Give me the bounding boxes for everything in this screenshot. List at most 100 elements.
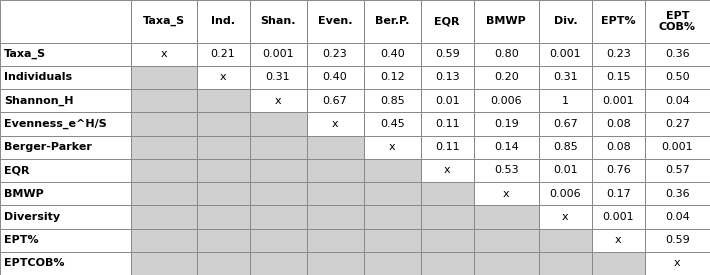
Text: 0.14: 0.14 (494, 142, 518, 152)
Bar (307, 89, 364, 112)
Bar (131, 43, 197, 66)
Text: 0.11: 0.11 (435, 119, 459, 129)
Bar (420, 182, 474, 205)
Bar (0, 205, 131, 229)
Bar (539, 159, 592, 182)
Text: x: x (160, 49, 168, 59)
Bar (307, 229, 364, 252)
Bar (645, 89, 710, 112)
Bar (645, 136, 710, 159)
Bar (420, 89, 474, 112)
Bar (592, 112, 645, 136)
Text: x: x (503, 189, 510, 199)
Text: 0.40: 0.40 (323, 73, 347, 82)
Bar (645, 0, 710, 43)
Text: 0.67: 0.67 (323, 96, 347, 106)
Bar (645, 229, 710, 252)
Text: EPT
COB%: EPT COB% (659, 10, 696, 32)
Text: 0.31: 0.31 (553, 73, 578, 82)
Text: 0.27: 0.27 (665, 119, 690, 129)
Bar (474, 89, 539, 112)
Bar (645, 43, 710, 66)
Bar (539, 252, 592, 275)
Text: x: x (389, 142, 395, 152)
Bar (197, 136, 249, 159)
Text: 0.36: 0.36 (665, 49, 689, 59)
Bar (420, 205, 474, 229)
Bar (307, 159, 364, 182)
Text: EPT%: EPT% (4, 235, 39, 245)
Bar (420, 159, 474, 182)
Text: 0.40: 0.40 (380, 49, 405, 59)
Bar (474, 252, 539, 275)
Bar (420, 252, 474, 275)
Bar (131, 159, 197, 182)
Text: 0.001: 0.001 (550, 49, 581, 59)
Bar (474, 112, 539, 136)
Text: 0.21: 0.21 (211, 49, 236, 59)
Bar (197, 43, 249, 66)
Bar (539, 229, 592, 252)
Bar (307, 136, 364, 159)
Bar (592, 43, 645, 66)
Bar (249, 182, 307, 205)
Text: Berger-Parker: Berger-Parker (4, 142, 92, 152)
Text: 0.006: 0.006 (550, 189, 581, 199)
Text: Evenness_e^H/S: Evenness_e^H/S (4, 119, 107, 129)
Text: Individuals: Individuals (4, 73, 72, 82)
Bar (539, 89, 592, 112)
Bar (645, 182, 710, 205)
Bar (539, 43, 592, 66)
Bar (592, 252, 645, 275)
Bar (474, 229, 539, 252)
Text: 0.13: 0.13 (435, 73, 459, 82)
Bar (474, 66, 539, 89)
Text: Even.: Even. (318, 16, 352, 26)
Bar (592, 0, 645, 43)
Text: 0.36: 0.36 (665, 189, 689, 199)
Text: 0.23: 0.23 (606, 49, 630, 59)
Bar (131, 112, 197, 136)
Bar (307, 112, 364, 136)
Bar (0, 66, 131, 89)
Bar (0, 43, 131, 66)
Text: x: x (674, 258, 681, 268)
Bar (592, 182, 645, 205)
Text: x: x (615, 235, 622, 245)
Bar (0, 229, 131, 252)
Bar (197, 89, 249, 112)
Bar (249, 159, 307, 182)
Bar (249, 89, 307, 112)
Text: EPTCOB%: EPTCOB% (4, 258, 65, 268)
Text: 0.85: 0.85 (380, 96, 405, 106)
Bar (249, 66, 307, 89)
Bar (592, 136, 645, 159)
Bar (307, 66, 364, 89)
Text: 0.76: 0.76 (606, 166, 630, 175)
Bar (0, 159, 131, 182)
Bar (249, 112, 307, 136)
Bar (131, 205, 197, 229)
Bar (539, 205, 592, 229)
Text: BMWP: BMWP (486, 16, 526, 26)
Bar (307, 205, 364, 229)
Bar (364, 66, 420, 89)
Text: x: x (332, 119, 339, 129)
Text: 0.08: 0.08 (606, 142, 630, 152)
Text: 0.45: 0.45 (380, 119, 405, 129)
Bar (307, 182, 364, 205)
Text: EPT%: EPT% (601, 16, 635, 26)
Bar (364, 136, 420, 159)
Bar (197, 229, 249, 252)
Text: 0.11: 0.11 (435, 142, 459, 152)
Text: 0.12: 0.12 (380, 73, 405, 82)
Text: 0.01: 0.01 (553, 166, 578, 175)
Bar (364, 205, 420, 229)
Bar (307, 252, 364, 275)
Text: x: x (562, 212, 569, 222)
Bar (131, 252, 197, 275)
Bar (420, 229, 474, 252)
Bar (249, 229, 307, 252)
Text: 0.006: 0.006 (491, 96, 522, 106)
Bar (131, 89, 197, 112)
